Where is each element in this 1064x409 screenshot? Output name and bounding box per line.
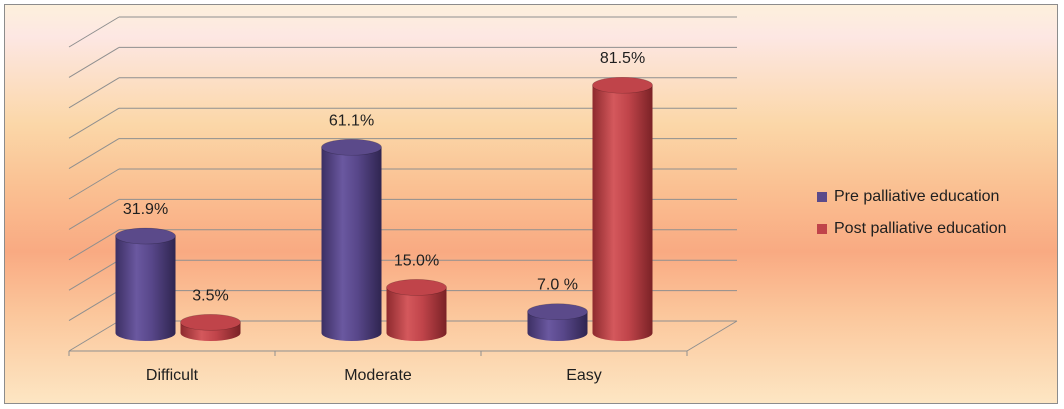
bar-pre-2 bbox=[527, 303, 588, 341]
bar-post-1 bbox=[386, 279, 447, 341]
x-tick-label-2: Easy bbox=[566, 367, 602, 384]
data-label-post-1: 15.0% bbox=[394, 252, 439, 269]
bar-body bbox=[115, 236, 176, 341]
labels-layer: Difficult 31.9% 3.5% Moderate 61.1% 15.0% Easy… bbox=[123, 50, 645, 384]
bar-body bbox=[592, 85, 653, 342]
bar-post-0 bbox=[180, 314, 241, 341]
floor-right-edge bbox=[686, 320, 738, 352]
data-label-post-0: 3.5% bbox=[192, 287, 228, 304]
gridline-side-2 bbox=[68, 259, 120, 291]
x-tick-label-0: Difficult bbox=[146, 367, 199, 384]
bar-top bbox=[180, 314, 241, 331]
gridline-side-3 bbox=[68, 229, 120, 261]
bar-body bbox=[386, 287, 447, 341]
legend-swatch-post bbox=[817, 224, 827, 234]
data-label-pre-2: 7.0 % bbox=[537, 277, 578, 294]
bar-pre-1 bbox=[321, 138, 382, 341]
legend: Pre palliative education Post palliative… bbox=[817, 181, 1007, 245]
legend-item-pre: Pre palliative education bbox=[817, 181, 1007, 213]
data-label-pre-0: 31.9% bbox=[123, 201, 168, 218]
bar-top bbox=[321, 138, 382, 156]
bar-top bbox=[386, 279, 447, 296]
data-label-post-2: 81.5% bbox=[600, 50, 645, 67]
bar-body bbox=[527, 311, 588, 341]
bar-body bbox=[321, 147, 382, 341]
legend-item-post: Post palliative education bbox=[817, 213, 1007, 245]
gridline-side-10 bbox=[68, 16, 120, 48]
legend-label-post: Post palliative education bbox=[834, 220, 1007, 237]
x-tick-label-1: Moderate bbox=[344, 367, 412, 384]
bar-top bbox=[527, 303, 588, 321]
bar-top bbox=[592, 76, 653, 94]
gridline-side-9 bbox=[68, 46, 120, 78]
gridline-side-7 bbox=[68, 107, 120, 139]
gridline-side-6 bbox=[68, 138, 120, 170]
legend-swatch-pre bbox=[817, 192, 827, 202]
gridline-side-4 bbox=[68, 198, 120, 230]
gridline-side-5 bbox=[68, 168, 120, 200]
gridline-side-1 bbox=[68, 290, 120, 322]
chart-frame: Difficult 31.9% 3.5% Moderate 61.1% 15.0% Easy… bbox=[4, 4, 1058, 404]
gridline-side-0 bbox=[68, 320, 120, 352]
bar-post-2 bbox=[592, 76, 653, 342]
legend-label-pre: Pre palliative education bbox=[834, 188, 1000, 205]
bars-layer bbox=[115, 76, 653, 342]
gridline-side-8 bbox=[68, 77, 120, 109]
bar-pre-0 bbox=[115, 227, 176, 341]
chart-plot: Difficult 31.9% 3.5% Moderate 61.1% 15.0% Easy… bbox=[5, 5, 1057, 403]
bar-top bbox=[115, 227, 176, 245]
data-label-pre-1: 61.1% bbox=[329, 112, 374, 129]
